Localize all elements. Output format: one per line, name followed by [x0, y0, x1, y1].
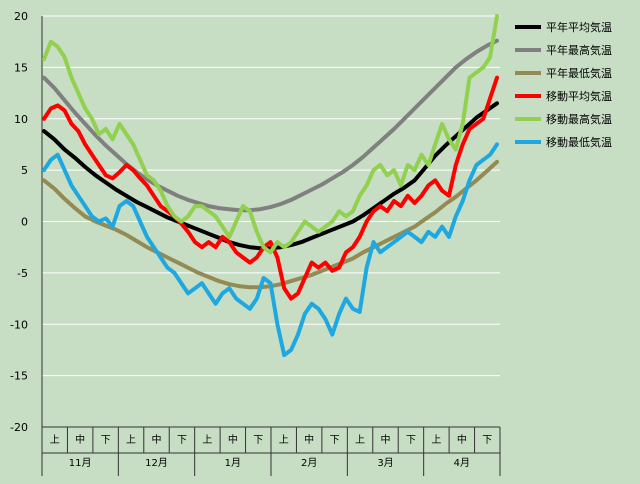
x-third-label: 下 — [101, 435, 111, 446]
x-third-label: 上 — [431, 434, 441, 446]
legend-label-1: 平年最高気温 — [546, 43, 612, 57]
series-line-4 — [42, 14, 499, 255]
y-axis-tick-labels: -20 -15 -10 -5 0 5 10 15 20 — [10, 10, 28, 434]
x-month-label: 3月 — [377, 457, 393, 469]
x-third-label: 上 — [202, 434, 212, 446]
x-third-label: 中 — [304, 433, 314, 446]
legend-label-0: 平年平均気温 — [546, 20, 612, 34]
series-line-1 — [42, 38, 499, 213]
x-axis-tick-labels: 上 中 下 上 中 下 上 中 下 上 中 下 上 中 下 上 中 下 11月 12月 1月 2月 3月 4月 — [50, 433, 493, 469]
x-third-label: 下 — [253, 435, 263, 446]
y-tick-label: 20 — [14, 10, 28, 23]
x-month-label: 1月 — [225, 457, 241, 469]
x-third-label: 下 — [330, 435, 340, 446]
x-third-label: 下 — [406, 435, 416, 446]
y-tick-label: 5 — [21, 164, 28, 177]
legend-label-3: 移動平均気温 — [546, 89, 612, 103]
y-tick-label: -15 — [10, 370, 28, 383]
x-month-label: 4月 — [454, 457, 470, 469]
legend-label-4: 移動最高気温 — [546, 112, 612, 126]
y-tick-label: -20 — [10, 421, 28, 434]
x-third-label: 中 — [152, 433, 162, 446]
x-month-label: 11月 — [69, 457, 92, 469]
x-third-label: 中 — [228, 433, 238, 446]
y-tick-label: -10 — [10, 318, 28, 331]
legend-label-5: 移動最低気温 — [546, 135, 612, 149]
x-third-label: 中 — [75, 433, 85, 446]
series-lines — [42, 14, 499, 358]
axes — [41, 16, 501, 476]
x-third-label: 上 — [126, 434, 136, 446]
x-third-label: 中 — [457, 433, 467, 446]
y-tick-label: 10 — [14, 113, 28, 126]
y-tick-label: 0 — [21, 216, 28, 229]
x-month-label: 12月 — [145, 457, 168, 469]
series-line-5 — [42, 142, 499, 358]
series-line-0 — [42, 101, 499, 251]
grid-lines — [42, 15, 500, 377]
x-third-label: 上 — [355, 434, 365, 446]
y-tick-label: -5 — [17, 267, 28, 280]
legend-label-2: 平年最低気温 — [546, 66, 612, 80]
x-third-label: 上 — [279, 434, 289, 446]
x-third-label: 下 — [482, 435, 492, 446]
x-third-label: 上 — [50, 434, 60, 446]
x-third-label: 中 — [381, 433, 391, 446]
series-line-3 — [42, 75, 499, 301]
x-third-label: 下 — [177, 435, 187, 446]
y-tick-label: 15 — [14, 61, 28, 74]
x-month-label: 2月 — [301, 457, 317, 469]
